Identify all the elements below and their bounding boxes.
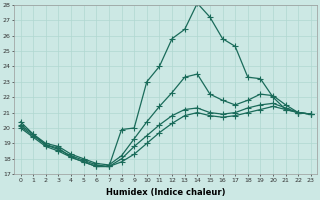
X-axis label: Humidex (Indice chaleur): Humidex (Indice chaleur) (106, 188, 226, 197)
